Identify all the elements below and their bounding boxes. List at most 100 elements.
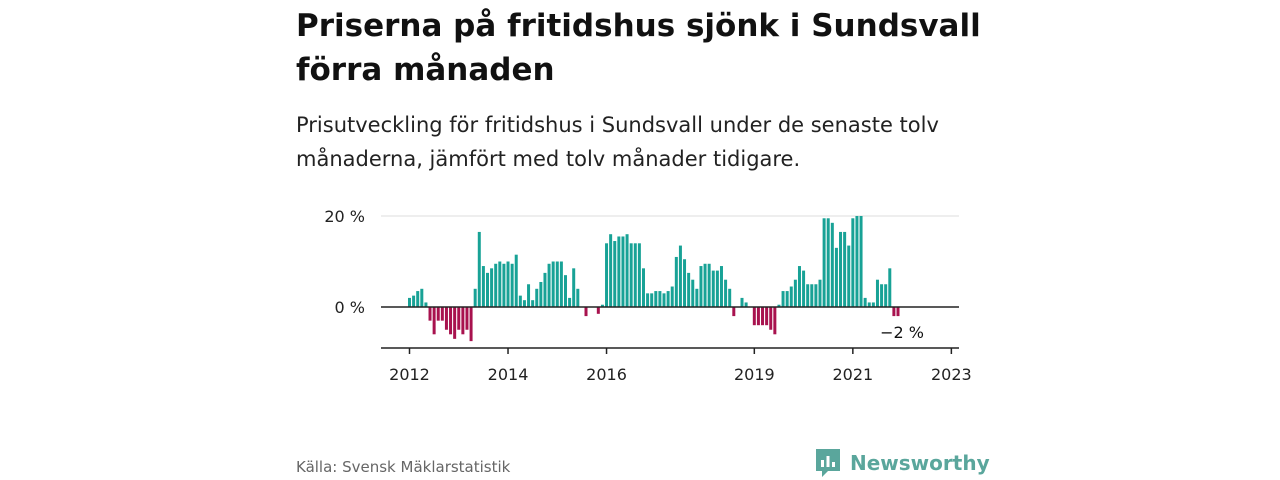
bar [551, 261, 555, 307]
bar [773, 307, 777, 335]
bar [514, 254, 518, 307]
bar [486, 272, 489, 308]
bar [814, 284, 818, 307]
bar [600, 304, 604, 307]
tick-labels: 20 % 0 % 2012 2014 2016 2019 2021 2023 −2 % [324, 207, 971, 384]
bar [777, 304, 781, 307]
bar [830, 222, 834, 307]
bar [420, 288, 424, 307]
bar [535, 288, 539, 307]
bar [432, 307, 436, 335]
bar [559, 261, 563, 307]
bar [740, 297, 744, 307]
bar [781, 291, 785, 307]
bar [555, 261, 559, 307]
bar [547, 263, 551, 307]
bar [707, 263, 711, 307]
bar [674, 256, 678, 307]
bar [834, 247, 838, 307]
bar [678, 245, 682, 307]
brand-logo: Newsworthy [814, 446, 990, 480]
bar [822, 218, 826, 307]
bar [715, 270, 719, 307]
bar [654, 291, 658, 307]
bar [769, 307, 773, 330]
bar [871, 302, 875, 307]
bar [855, 216, 859, 307]
bar [875, 279, 879, 307]
bar [424, 302, 428, 307]
source-note: Källa: Svensk Mäklarstatistik [296, 458, 511, 476]
bar [732, 307, 736, 317]
bar [847, 245, 851, 307]
axes [381, 306, 959, 354]
x-tick-label: 2023 [931, 365, 972, 384]
bar [691, 279, 695, 307]
y-tick-label: 0 % [335, 298, 365, 317]
bar [613, 241, 617, 307]
chart-subtitle: Prisutveckling för fritidshus i Sundsval… [296, 113, 939, 171]
bar [670, 286, 674, 307]
bar [826, 218, 830, 307]
bar [490, 268, 494, 307]
bar [658, 291, 662, 307]
bar [789, 286, 793, 307]
bar [662, 293, 666, 307]
bar [563, 275, 567, 307]
bar [510, 263, 514, 307]
bar [617, 236, 621, 307]
bar [880, 284, 884, 307]
x-tick-label: 2019 [734, 365, 775, 384]
bar [863, 297, 867, 307]
last-value-annotation: −2 % [880, 323, 924, 342]
bar [641, 268, 645, 307]
bar [449, 307, 453, 335]
y-tick-label: 20 % [324, 207, 365, 226]
bar [412, 295, 416, 308]
bar [683, 259, 687, 307]
bar [621, 236, 625, 307]
bar [596, 307, 600, 314]
bar [609, 234, 613, 307]
bar [502, 263, 506, 307]
bar [477, 231, 481, 308]
bar-chart: 20 % 0 % 2012 2014 2016 2019 2021 2023 −2 % [324, 207, 971, 384]
bar [666, 291, 670, 307]
bar [797, 266, 801, 307]
bar [481, 266, 485, 307]
bar [687, 272, 691, 308]
bar [633, 243, 637, 307]
bar [531, 300, 535, 307]
bar [650, 293, 654, 307]
bar [506, 261, 510, 307]
bar [756, 307, 760, 326]
bar [469, 307, 473, 342]
bar [719, 266, 723, 307]
newsworthy-logo-icon [816, 449, 840, 477]
bar [818, 279, 822, 307]
bar [568, 297, 572, 307]
bar [867, 302, 871, 307]
bar [793, 279, 797, 307]
bar [806, 284, 810, 307]
bar [576, 288, 580, 307]
bar [543, 272, 547, 308]
bar [851, 218, 855, 307]
bar [810, 284, 814, 307]
bar [843, 231, 847, 308]
bar [724, 279, 728, 307]
bar [498, 261, 502, 307]
bar [625, 234, 629, 307]
bar [461, 307, 465, 335]
bar [859, 216, 863, 307]
bar [699, 266, 703, 307]
bar [752, 307, 756, 326]
bar [761, 307, 765, 326]
bar [522, 300, 526, 307]
bar [695, 288, 699, 307]
bar [744, 302, 748, 307]
x-tick-label: 2012 [389, 365, 430, 384]
chart-title: Priserna på fritidshus sjönk i Sundsvall… [296, 8, 981, 88]
bar [646, 293, 650, 307]
bar [802, 270, 806, 307]
